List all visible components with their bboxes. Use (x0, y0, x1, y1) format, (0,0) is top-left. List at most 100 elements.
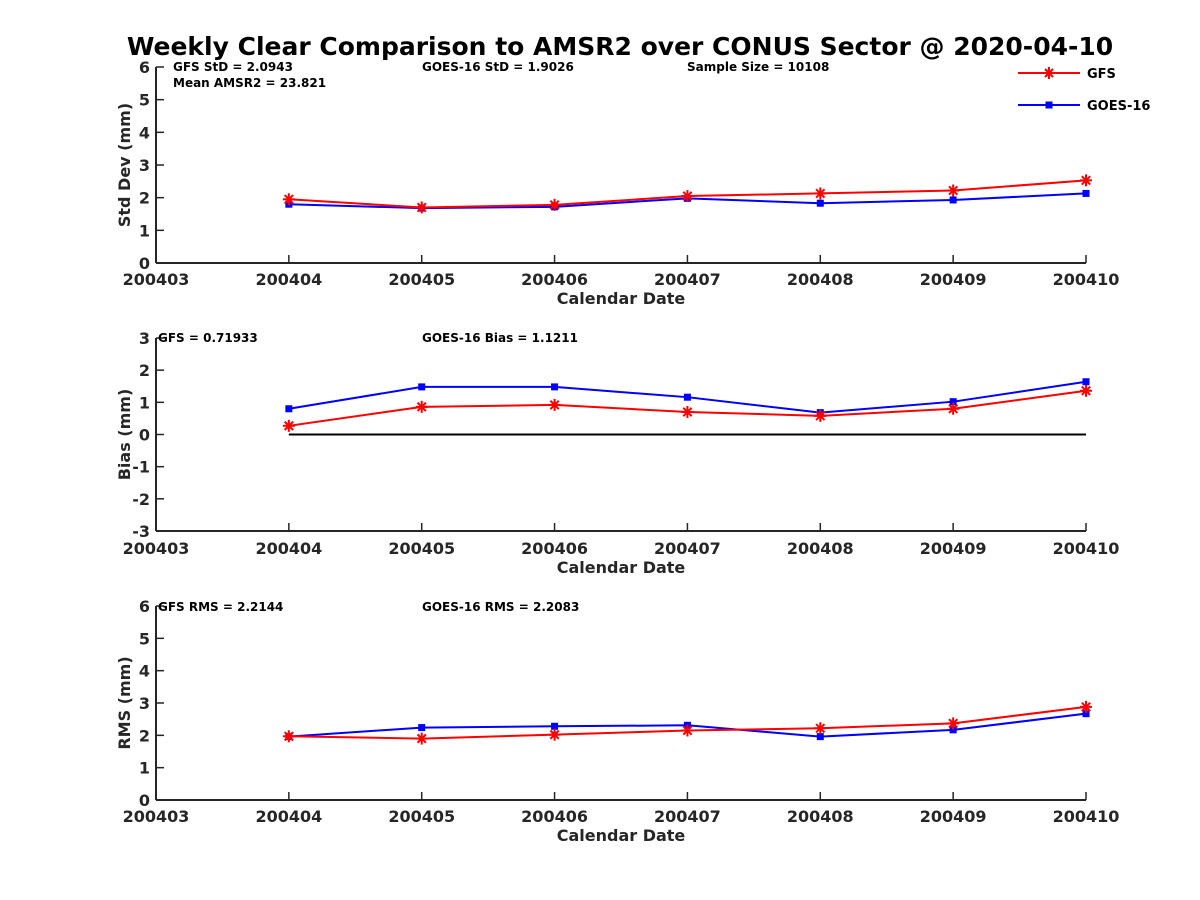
x-tick-label: 200409 (920, 539, 987, 558)
x-tick-label: 200405 (388, 539, 455, 558)
y-tick-label: 1 (139, 221, 150, 240)
y-tick-label: 2 (139, 361, 150, 380)
y-tick-label: 3 (139, 329, 150, 348)
x-tick-label: 200406 (521, 539, 588, 558)
x-tick-label: 200409 (920, 270, 987, 289)
bias-panel: 200403 200404 200405 200406 200407 200408 2004… (115, 329, 1119, 577)
data-point-goes-16 (1082, 378, 1090, 386)
data-point-goes-16 (816, 733, 824, 741)
x-tick-label: 200408 (787, 539, 854, 558)
x-tick-label: 200408 (787, 807, 854, 826)
data-point-gfs (1080, 700, 1092, 713)
data-point-gfs (415, 400, 428, 413)
stat-annotation: GFS RMS = 2.2144 (158, 600, 283, 614)
x-tick-label: 200403 (123, 539, 190, 558)
y-axis-label: RMS (mm) (115, 656, 134, 749)
x-tick-label: 200403 (123, 270, 190, 289)
stat-annotation: GOES-16 Bias = 1.1211 (422, 331, 578, 345)
y-tick-label: 3 (139, 156, 150, 175)
rms-panel: 200403 200404 200405 200406 200407 200408 2004… (115, 597, 1119, 845)
data-point-gfs (282, 193, 295, 206)
data-point-gfs (548, 198, 561, 211)
x-tick-label: 200404 (255, 270, 322, 289)
x-tick-label: 200410 (1053, 270, 1120, 289)
data-point-goes-16 (551, 722, 559, 730)
data-point-gfs (282, 419, 295, 432)
data-point-gfs (947, 402, 960, 415)
data-point-goes-16 (816, 199, 824, 207)
x-axis-label: Calendar Date (557, 558, 686, 577)
y-tick-label: 5 (139, 629, 150, 648)
x-tick-label: 200407 (654, 539, 721, 558)
x-tick-label: 200406 (521, 270, 588, 289)
data-point-goes-16 (551, 383, 559, 391)
y-tick-label: -1 (132, 458, 150, 477)
x-tick-label: 200408 (787, 270, 854, 289)
legend-goes16-label: GOES-16 (1087, 99, 1150, 114)
stat-annotation: Sample Size = 10108 (687, 60, 829, 74)
x-tick-label: 200405 (388, 807, 455, 826)
x-tick-label: 200404 (255, 539, 322, 558)
y-tick-label: -2 (132, 490, 150, 509)
stat-annotation: GFS StD = 2.0943 (173, 60, 293, 74)
y-tick-label: 1 (139, 759, 150, 778)
data-point-goes-16 (418, 724, 426, 732)
data-point-goes-16 (1082, 189, 1090, 197)
stat-annotation: GOES-16 StD = 1.9026 (422, 60, 574, 74)
data-point-goes-16 (683, 393, 691, 401)
x-axis-label: Calendar Date (557, 826, 686, 845)
x-axis-label: Calendar Date (557, 289, 686, 308)
x-tick-label: 200410 (1053, 807, 1120, 826)
legend-gfs-label: GFS (1087, 67, 1116, 82)
y-tick-label: 2 (139, 189, 150, 208)
stat-annotation: Mean AMSR2 = 23.821 (173, 76, 326, 90)
data-point-gfs (1080, 174, 1092, 187)
y-tick-label: 3 (139, 694, 150, 713)
y-tick-label: 0 (139, 254, 150, 273)
data-point-gfs (1080, 384, 1092, 397)
data-point-gfs (681, 724, 694, 737)
x-tick-label: 200404 (255, 807, 322, 826)
chart-title: Weekly Clear Comparison to AMSR2 over CO… (127, 32, 1113, 61)
y-tick-label: 4 (139, 123, 150, 142)
x-tick-label: 200407 (654, 270, 721, 289)
data-point-gfs (415, 732, 428, 745)
data-point-gfs (548, 728, 561, 741)
y-tick-label: 4 (139, 662, 150, 681)
x-tick-label: 200409 (920, 807, 987, 826)
y-tick-label: 5 (139, 91, 150, 110)
y-axis-label: Std Dev (mm) (115, 103, 134, 227)
stat-annotation: GFS = 0.71933 (158, 331, 258, 345)
data-point-gfs (814, 187, 827, 200)
y-tick-label: -3 (132, 522, 150, 541)
data-point-goes-16 (1082, 710, 1090, 718)
data-point-gfs (548, 398, 561, 411)
legend-gfs-marker (1043, 67, 1055, 79)
y-tick-label: 2 (139, 726, 150, 745)
data-point-gfs (814, 409, 827, 422)
std-dev-panel: 200403 200404 200405 200406 200407 200408 2004… (115, 58, 1119, 308)
data-point-gfs (681, 405, 694, 418)
data-point-goes-16 (949, 398, 957, 406)
data-point-goes-16 (285, 405, 293, 413)
x-tick-label: 200410 (1053, 539, 1120, 558)
data-point-gfs (947, 184, 960, 197)
data-point-gfs (681, 190, 694, 203)
y-tick-label: 6 (139, 597, 150, 616)
legend: GFS GOES-16 (1018, 67, 1150, 114)
data-point-goes-16 (949, 726, 957, 734)
y-tick-label: 0 (139, 426, 150, 445)
data-point-gfs (814, 722, 827, 735)
x-tick-label: 200405 (388, 270, 455, 289)
y-tick-label: 0 (139, 791, 150, 810)
x-tick-label: 200403 (123, 807, 190, 826)
stat-annotation: GOES-16 RMS = 2.2083 (422, 600, 579, 614)
y-axis-label: Bias (mm) (115, 389, 134, 481)
data-point-gfs (947, 717, 960, 730)
y-tick-label: 1 (139, 393, 150, 412)
data-point-gfs (282, 730, 295, 743)
x-tick-label: 200407 (654, 807, 721, 826)
data-point-gfs (415, 201, 428, 214)
legend-goes16-marker (1045, 101, 1053, 109)
